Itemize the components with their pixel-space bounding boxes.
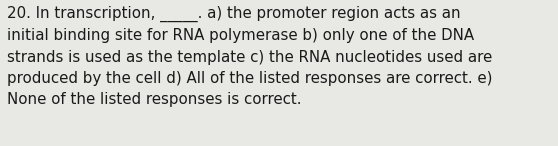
Text: 20. In transcription, _____. a) the promoter region acts as an
initial binding s: 20. In transcription, _____. a) the prom… <box>7 6 492 107</box>
